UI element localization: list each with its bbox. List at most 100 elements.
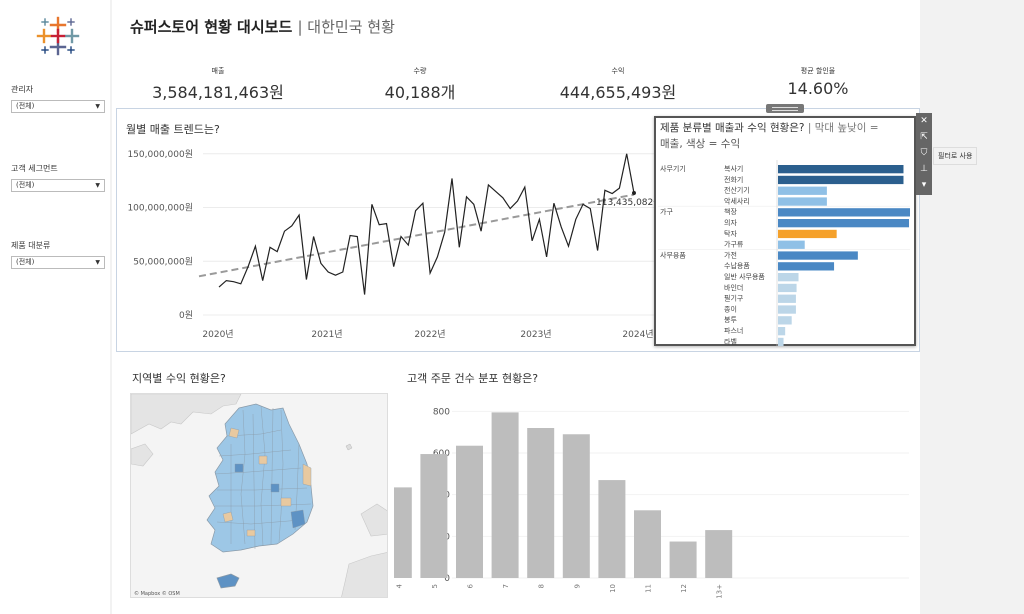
- expand-icon[interactable]: ⇱: [920, 132, 928, 142]
- x-tick-label: 2022년: [414, 329, 445, 340]
- dropdown-arrow-icon: ▼: [95, 182, 100, 189]
- category-title-note: | 막대 높낮이 =: [807, 122, 879, 134]
- x-tick-label: 8: [538, 584, 546, 588]
- group-label: 사무용품: [660, 250, 686, 259]
- x-tick-label: 2020년: [202, 329, 233, 340]
- histogram-bar: [456, 445, 483, 578]
- category-label: 바인더: [724, 283, 743, 292]
- histogram-bar: [394, 487, 412, 578]
- category-label: 책장: [724, 207, 737, 216]
- page-title: 슈퍼스토어 현황 대시보드 | 대한민국 현황: [130, 16, 395, 37]
- histogram-bar: [562, 434, 590, 578]
- category-label: 일반 사무용품: [724, 272, 765, 281]
- category-bar: [778, 165, 904, 174]
- category-bar: [778, 175, 904, 185]
- category-label: 의자: [724, 218, 737, 227]
- x-tick-label: 2023년: [520, 329, 551, 340]
- x-tick-label: 11: [645, 584, 653, 593]
- category-label: 라벨: [724, 337, 737, 346]
- kpi-label: 수익: [611, 67, 625, 75]
- trend-title: 월별 매출 트렌드는?: [126, 123, 220, 136]
- sidebar: 관리자 (전체) ▼ 고객 세그먼트 (전체) ▼ 제품 대분류 (전체) ▼: [0, 0, 110, 614]
- x-tick-label: 2024년: [622, 329, 653, 340]
- segment-select[interactable]: (전체) ▼: [11, 179, 105, 192]
- y-tick-label: 600: [433, 449, 450, 459]
- category-bar: [778, 316, 792, 325]
- sales-line: [218, 153, 635, 295]
- kpi-profit: 수익 444,655,493원: [518, 66, 718, 103]
- drag-handle[interactable]: [766, 104, 804, 113]
- category-label: 전산기기: [724, 186, 750, 195]
- x-tick-label: 13+: [716, 584, 724, 599]
- histogram-bar: [491, 412, 519, 578]
- y-tick-label: 50,000,000원: [133, 256, 193, 267]
- kpi-label: 수량: [413, 67, 427, 75]
- dropdown-arrow-icon: ▼: [95, 103, 100, 110]
- category-bar: [778, 283, 797, 293]
- y-tick-label: 150,000,000원: [127, 149, 193, 160]
- trend-chart[interactable]: 0원 50,000,000원 100,000,000원 150,000,000원 202…: [117, 109, 921, 353]
- category-label: 전화기: [724, 175, 743, 184]
- tableau-logo: [36, 16, 80, 56]
- histogram-bar: [598, 480, 626, 578]
- pin-icon[interactable]: ⊥: [920, 164, 928, 174]
- category-bar: [778, 337, 784, 347]
- category-select[interactable]: (전체) ▼: [11, 256, 105, 269]
- category-label: 가구류: [724, 240, 744, 249]
- x-tick-label: 9: [573, 584, 581, 588]
- x-tick-label: 6: [467, 583, 475, 588]
- category-viz-popup[interactable]: 제품 분류별 매출과 수익 현황은? | 막대 높낮이 = 매출, 색상 = 수익…: [654, 116, 916, 348]
- filter-label: 고객 세그먼트: [11, 164, 58, 173]
- category-bar: [778, 197, 827, 206]
- right-margin: [920, 0, 1024, 614]
- kpi-label: 평균 할인율: [800, 67, 836, 75]
- category-label: 악세사리: [724, 196, 750, 205]
- filter-tooltip: 필터로 사용: [933, 147, 978, 165]
- x-tick-label: 4: [395, 583, 403, 588]
- orders-chart[interactable]: 0200400600800분포 건수12345678910111213+: [394, 388, 914, 613]
- select-value: (전체): [16, 181, 35, 189]
- category-title: 제품 분류별 매출과 수익 현황은? | 막대 높낮이 = 매출, 색상 = 수익: [660, 120, 910, 152]
- category-title-line2: 매출, 색상 = 수익: [660, 138, 741, 150]
- category-bar: [778, 251, 858, 260]
- y-tick-label: 100,000,000원: [127, 203, 193, 214]
- manager-select[interactable]: (전체) ▼: [11, 100, 105, 113]
- category-label: 봉투: [724, 316, 737, 324]
- kpi-sales: 매출 3,584,181,463원: [118, 66, 318, 103]
- category-bar: [778, 208, 910, 217]
- filter-manager: 관리자 (전체) ▼: [11, 84, 105, 113]
- category-title-main: 제품 분류별 매출과 수익 현황은?: [660, 122, 805, 134]
- x-tick-label: 10: [609, 584, 617, 593]
- viz-toolbar: ✕ ⇱ ⛉ ⊥ ▾: [916, 113, 932, 195]
- korea-map[interactable]: © Mapbox © OSM: [130, 393, 388, 598]
- category-bar: [778, 294, 796, 303]
- trend-line: [198, 193, 635, 278]
- category-bar: [778, 186, 827, 195]
- category-label: 탁자: [724, 229, 737, 238]
- filter-label: 제품 대분류: [11, 241, 51, 250]
- title-text: 슈퍼스토어 현황 대시보드: [130, 18, 293, 36]
- y-tick-label: 0원: [179, 310, 193, 321]
- category-label: 파스너: [724, 326, 743, 335]
- filter-label: 관리자: [11, 85, 34, 94]
- filter-segment: 고객 세그먼트 (전체) ▼: [11, 163, 105, 192]
- select-value: (전체): [16, 258, 35, 266]
- category-label: 종이: [724, 304, 737, 313]
- last-point: [632, 191, 636, 196]
- category-bar: [778, 327, 786, 336]
- kpi-value: 14.60%: [787, 79, 849, 98]
- x-tick-label: 7: [502, 584, 510, 588]
- category-bar: [778, 262, 835, 271]
- histogram-bar: [527, 428, 555, 578]
- category-label: 복사기: [724, 164, 743, 173]
- histogram-bar: [420, 454, 448, 578]
- more-options-icon[interactable]: ▾: [921, 180, 927, 190]
- close-icon[interactable]: ✕: [920, 116, 928, 126]
- category-label: 수납용품: [724, 261, 750, 270]
- x-tick-label: 12: [680, 584, 688, 593]
- filter-icon[interactable]: ⛉: [920, 148, 928, 158]
- category-bar: [778, 240, 805, 249]
- category-label: 가전: [724, 250, 737, 259]
